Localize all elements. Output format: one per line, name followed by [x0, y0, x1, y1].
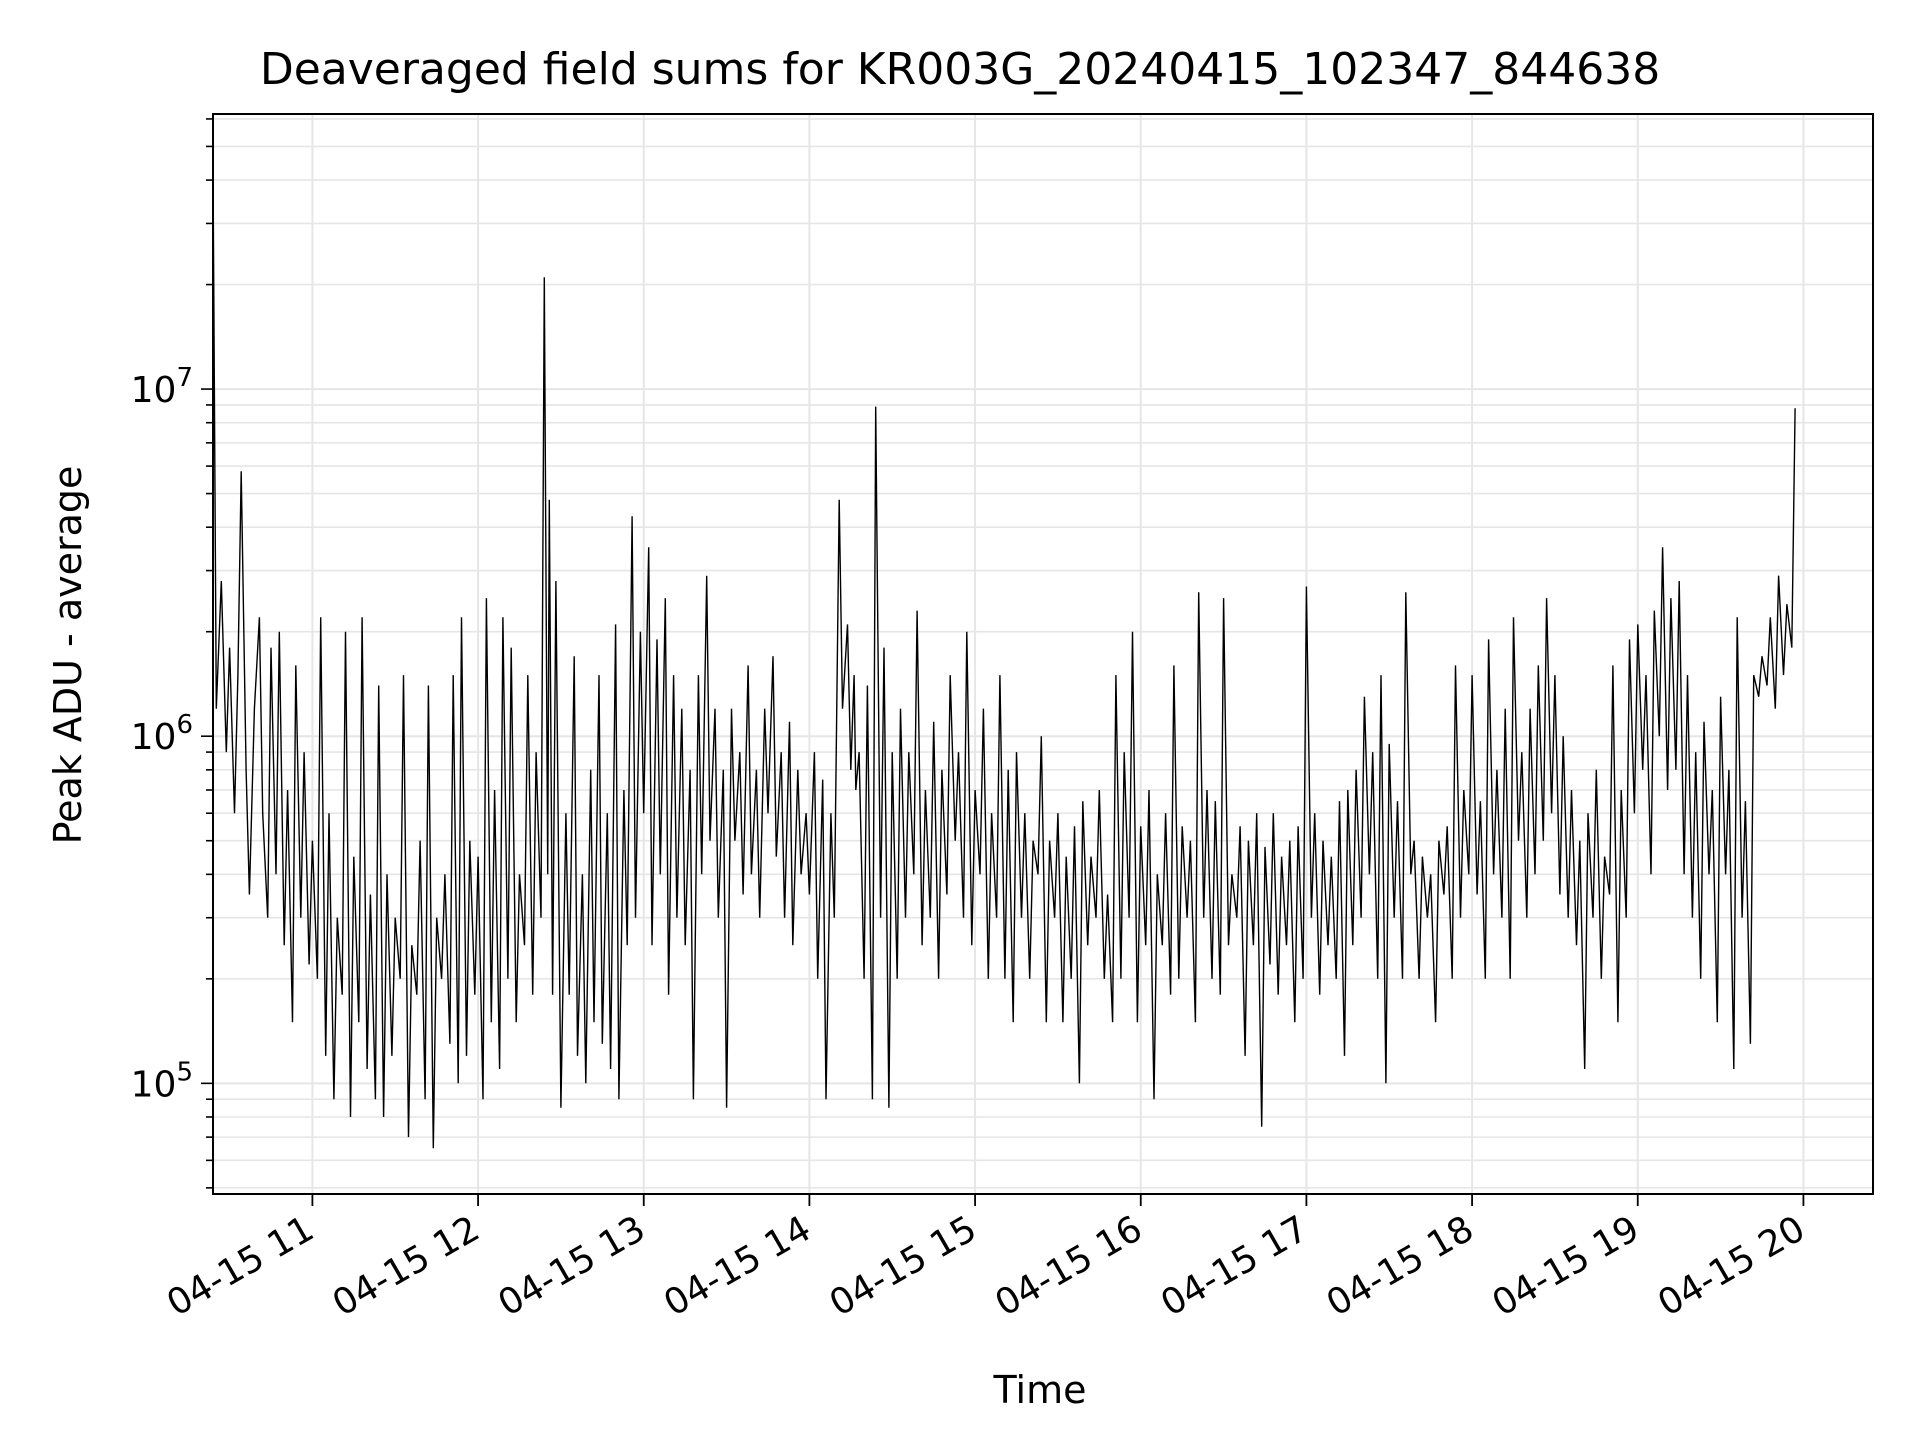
chart-title: Deaveraged field sums for KR003G_2024041… — [259, 44, 1661, 95]
x-tick-label: 04-15 15 — [823, 1208, 984, 1324]
y-tick-label: 106 — [131, 710, 193, 758]
plot-frame — [212, 113, 1874, 1195]
x-axis-label: Time — [993, 1368, 1087, 1412]
x-tick-label: 04-15 17 — [1154, 1208, 1315, 1324]
series-line — [212, 162, 1796, 1149]
x-tick-label: 04-15 13 — [492, 1208, 653, 1324]
x-tick-label: 04-15 20 — [1651, 1208, 1812, 1324]
x-tick-label: 04-15 12 — [326, 1208, 487, 1324]
axis-ticks: 04-15 11 04-15 12 04-15 13 04-15 14 04-15 15… — [131, 118, 1812, 1325]
x-tick-label: 04-15 19 — [1486, 1208, 1647, 1324]
x-tick-label: 04-15 11 — [160, 1208, 321, 1324]
y-axis-label: Peak ADU - average — [46, 465, 90, 845]
y-tick-label: 107 — [131, 363, 193, 411]
y-tick-label: 105 — [131, 1057, 193, 1105]
x-tick-label: 04-15 16 — [989, 1208, 1150, 1324]
x-tick-label: 04-15 18 — [1320, 1208, 1481, 1324]
x-tick-label: 04-15 14 — [657, 1208, 818, 1324]
